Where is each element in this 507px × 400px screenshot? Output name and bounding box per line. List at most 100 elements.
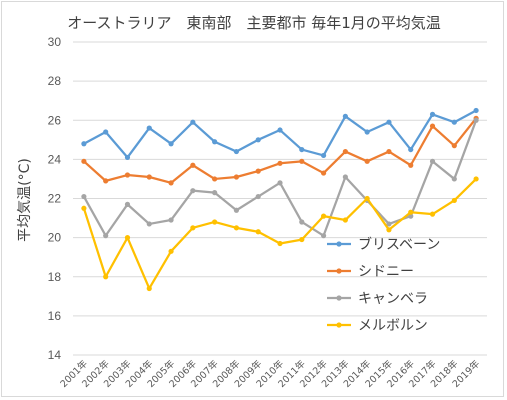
series-1 (81, 107, 479, 161)
data-point (408, 209, 414, 215)
legend-label: キャンベラ (358, 291, 428, 307)
data-point (320, 213, 327, 219)
series-2 (81, 115, 479, 186)
data-point (451, 143, 457, 149)
y-tick-label: 16 (48, 309, 62, 323)
legend-marker (336, 295, 342, 301)
series-3 (81, 117, 479, 239)
gridlines (73, 41, 487, 356)
data-point (255, 168, 261, 174)
legend-marker (336, 322, 342, 328)
data-point (342, 174, 348, 180)
data-point (299, 219, 305, 225)
data-point (146, 125, 152, 131)
data-point (233, 207, 240, 213)
y-tick-label: 26 (48, 113, 62, 127)
y-tick-label: 20 (48, 231, 62, 245)
data-point (342, 113, 348, 119)
data-point (212, 219, 218, 225)
y-tick-label: 22 (48, 192, 62, 206)
legend-label: メルボルン (358, 318, 428, 334)
series-4 (81, 176, 479, 292)
data-point (168, 180, 174, 186)
data-point (255, 137, 261, 143)
x-axis-ticks: 2001年2002年2003年2004年2005年2006年2007年2008年… (58, 357, 483, 390)
data-point (408, 162, 414, 168)
data-point (277, 180, 283, 186)
data-point (451, 197, 457, 204)
data-point (408, 213, 414, 219)
data-point (233, 174, 240, 180)
data-point (364, 129, 370, 135)
data-point (364, 158, 370, 164)
data-point (277, 240, 283, 247)
data-point (299, 158, 305, 164)
data-point (212, 139, 218, 145)
data-point (233, 225, 240, 231)
data-point (190, 225, 196, 231)
data-point (451, 176, 457, 182)
data-point (473, 117, 479, 123)
data-point (255, 229, 261, 235)
data-point (299, 146, 305, 153)
series-line (82, 178, 477, 290)
data-point (212, 190, 218, 196)
data-point (429, 158, 436, 164)
data-point (190, 119, 196, 125)
data-point (81, 158, 87, 164)
data-point (124, 154, 131, 161)
series-lines (81, 107, 479, 292)
data-point (320, 152, 327, 159)
data-point (386, 221, 392, 227)
data-point (168, 217, 174, 223)
data-point (146, 285, 152, 292)
legend-marker (336, 241, 342, 247)
data-point (408, 146, 414, 153)
data-point (473, 107, 479, 114)
legend-label: ブリスベーン (358, 236, 440, 253)
data-point (124, 172, 131, 178)
data-point (124, 235, 131, 241)
data-point (103, 129, 109, 135)
data-point (473, 176, 479, 182)
data-point (190, 162, 196, 168)
data-point (342, 217, 348, 223)
data-point (103, 233, 109, 239)
y-tick-label: 30 (48, 35, 62, 49)
data-point (277, 127, 283, 133)
data-point (429, 111, 436, 117)
data-point (386, 227, 392, 233)
data-point (81, 141, 87, 147)
data-point (386, 148, 392, 155)
y-axis-ticks: 14 16 18 20 22 24 26 28 30 (48, 35, 62, 362)
data-point (429, 211, 436, 217)
series-line (83, 109, 477, 159)
data-point (103, 274, 109, 280)
y-tick-label: 18 (48, 270, 62, 284)
data-point (386, 119, 392, 125)
data-point (342, 148, 348, 155)
data-point (103, 178, 109, 184)
data-point (212, 176, 218, 182)
y-axis-label: 平均気温(°C) (17, 158, 33, 242)
legend-marker (336, 268, 342, 274)
data-point (277, 160, 283, 166)
data-point (320, 170, 327, 176)
chart-title: オーストラリア 東南部 主要都市 毎年1月の平均気温 (67, 14, 441, 32)
legend-label: シドニー (358, 264, 414, 280)
y-tick-label: 14 (48, 348, 62, 362)
data-point (320, 233, 327, 239)
data-point (190, 188, 196, 194)
data-point (168, 141, 174, 147)
data-point (233, 148, 240, 155)
y-tick-label: 28 (48, 74, 62, 88)
data-point (451, 119, 457, 125)
data-point (124, 201, 131, 207)
data-point (146, 221, 152, 227)
data-point (364, 195, 370, 202)
y-tick-label: 24 (48, 152, 62, 166)
data-point (168, 248, 174, 254)
data-point (255, 193, 261, 200)
